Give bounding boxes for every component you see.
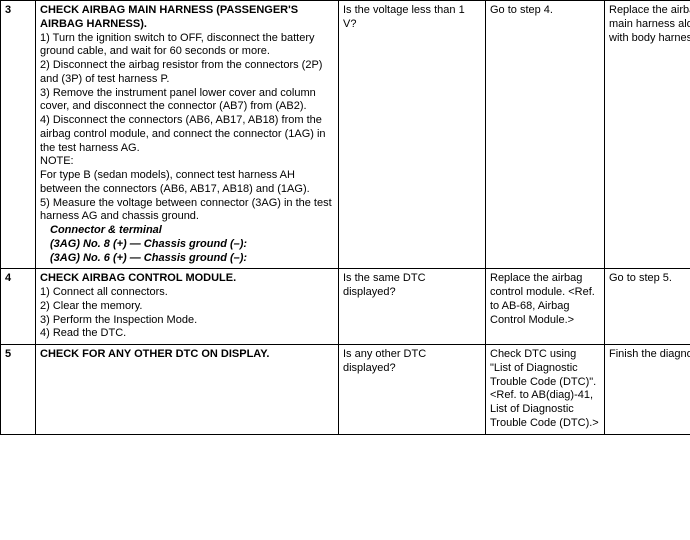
connector-heading: Connector & terminal <box>50 224 162 236</box>
procedure-cell: CHECK FOR ANY OTHER DTC ON DISPLAY. <box>36 345 339 435</box>
step-number: 5 <box>1 345 36 435</box>
check-cell: Is the voltage less than 1 V? <box>339 1 486 269</box>
procedure-cell: CHECK AIRBAG MAIN HARNESS (PASSENGER'S A… <box>36 1 339 269</box>
procedure-line: 4) Disconnect the connectors (AB6, AB17,… <box>40 114 326 154</box>
no-cell: Finish the diagnosis. <box>605 345 690 435</box>
procedure-line: 2) Disconnect the airbag resistor from t… <box>40 59 322 85</box>
procedure-line: 2) Clear the memory. <box>40 300 143 312</box>
procedure-note-label: NOTE: <box>40 155 74 167</box>
connector-terminal: (3AG) No. 6 (+) — Chassis ground (–): <box>50 252 247 264</box>
table-row: 3 CHECK AIRBAG MAIN HARNESS (PASSENGER'S… <box>1 1 690 269</box>
table-row: 4 CHECK AIRBAG CONTROL MODULE. 1) Connec… <box>1 269 690 345</box>
no-cell: Go to step 5. <box>605 269 690 345</box>
procedure-title: CHECK AIRBAG MAIN HARNESS (PASSENGER'S A… <box>40 4 298 30</box>
step-number: 4 <box>1 269 36 345</box>
step-number-text: 4 <box>5 272 11 284</box>
procedure-line: 1) Connect all connectors. <box>40 286 168 298</box>
procedure-line: 3) Perform the Inspection Mode. <box>40 314 197 326</box>
diagnostic-table: 3 CHECK AIRBAG MAIN HARNESS (PASSENGER'S… <box>0 0 690 435</box>
no-cell: Replace the airbag main harness along wi… <box>605 1 690 269</box>
procedure-title: CHECK FOR ANY OTHER DTC ON DISPLAY. <box>40 348 269 360</box>
connector-terminal: (3AG) No. 8 (+) — Chassis ground (–): <box>50 238 247 250</box>
procedure-line: 4) Read the DTC. <box>40 327 126 339</box>
procedure-line: 5) Measure the voltage between connector… <box>40 197 332 223</box>
step-number-text: 3 <box>5 4 11 16</box>
step-number: 3 <box>1 1 36 269</box>
check-cell: Is the same DTC displayed? <box>339 269 486 345</box>
procedure-line: 1) Turn the ignition switch to OFF, disc… <box>40 32 315 58</box>
procedure-note: For type B (sedan models), connect test … <box>40 169 310 195</box>
yes-cell: Go to step 4. <box>486 1 605 269</box>
procedure-cell: CHECK AIRBAG CONTROL MODULE. 1) Connect … <box>36 269 339 345</box>
procedure-line: 3) Remove the instrument panel lower cov… <box>40 87 316 113</box>
table-row: 5 CHECK FOR ANY OTHER DTC ON DISPLAY. Is… <box>1 345 690 435</box>
step-number-text: 5 <box>5 348 11 360</box>
procedure-title: CHECK AIRBAG CONTROL MODULE. <box>40 272 236 284</box>
yes-cell: Check DTC using "List of Diagnostic Trou… <box>486 345 605 435</box>
yes-cell: Replace the airbag control module. <Ref.… <box>486 269 605 345</box>
check-cell: Is any other DTC displayed? <box>339 345 486 435</box>
